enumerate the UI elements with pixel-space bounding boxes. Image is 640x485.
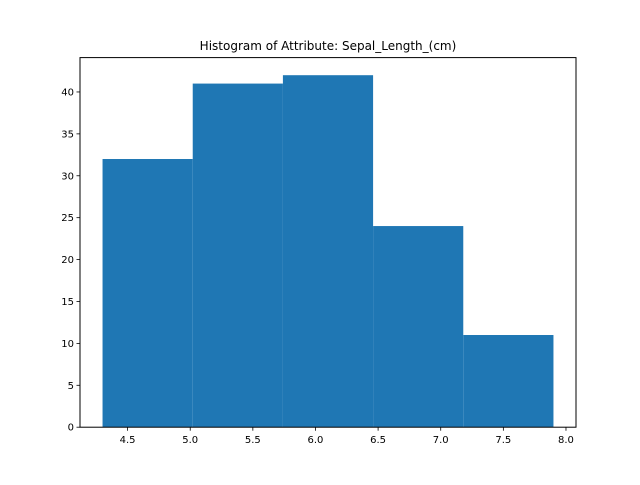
histogram-bar-2	[192, 83, 283, 428]
x-tick-label: 4.5	[120, 435, 136, 446]
y-tick-label: 25	[61, 213, 74, 224]
y-tick-label: 0	[68, 423, 74, 434]
x-tick-label: 7.5	[495, 435, 511, 446]
x-tick-label: 7.0	[433, 435, 449, 446]
y-tick-label: 5	[68, 381, 74, 392]
y-tick-label: 35	[61, 129, 74, 140]
x-tick-label: 6.5	[370, 435, 386, 446]
y-tick-label: 30	[61, 171, 74, 182]
x-axis-ticks: 4.5 5.0 5.5 6.0 6.5 7.0 7.5 8.0	[120, 427, 574, 446]
y-axis-ticks: 0 5 10 15 20 25 30 35 40	[61, 87, 80, 434]
histogram-bar-1	[102, 159, 193, 428]
chart-title: Histogram of Attribute: Sepal_Length_(cm…	[200, 39, 457, 53]
y-tick-label: 40	[61, 87, 74, 98]
y-tick-label: 20	[61, 255, 74, 266]
x-tick-label: 6.0	[308, 435, 324, 446]
x-tick-label: 5.5	[245, 435, 261, 446]
y-tick-label: 10	[61, 339, 74, 350]
plot-area-frame	[79, 57, 577, 428]
x-tick-label: 5.0	[182, 435, 198, 446]
y-tick-label: 15	[61, 297, 74, 308]
histogram-bar-4	[373, 226, 464, 428]
histogram-bar-3	[282, 75, 374, 428]
bars-layer	[102, 75, 554, 428]
histogram-bar-5	[463, 335, 554, 428]
x-tick-label: 8.0	[558, 435, 574, 446]
